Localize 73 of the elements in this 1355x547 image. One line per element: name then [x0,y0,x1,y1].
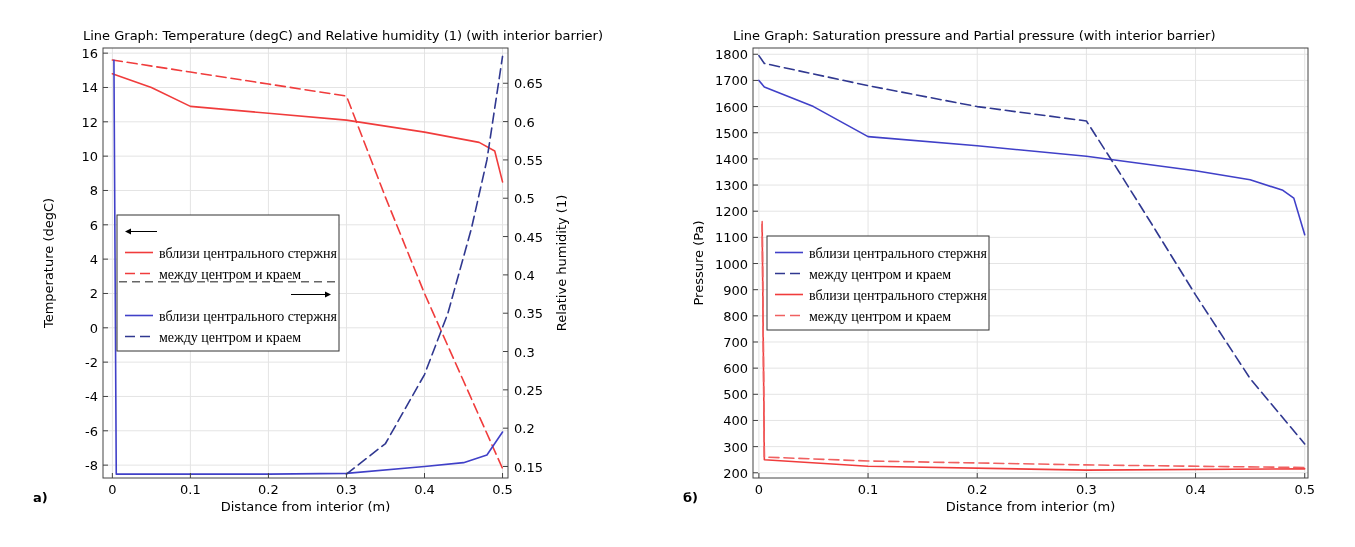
y2-tick-label: 0.4 [514,267,535,283]
y-tick-label: 1500 [714,125,748,141]
y2-tick-label: 0.6 [514,114,535,130]
legend-label: между центром и краем [159,266,302,282]
line-series [345,55,504,475]
legend-label: вблизи центрального стержня [159,245,338,261]
legend-label: между центром и краем [809,266,952,282]
y-tick-label: 400 [723,413,748,429]
x-tick-label: 0.5 [492,482,513,497]
y-tick-label: 1200 [714,204,748,220]
y-tick-label: 1400 [714,151,748,167]
x-tick-label: 0 [108,482,117,497]
chart-title: Line Graph: Temperature (degC) and Relative humidity (1) (with interior barrier) [83,28,604,43]
x-tick-label: 0.3 [336,482,357,497]
y-tick-label: -8 [85,458,98,474]
y-axis-title: Temperature (degC) [41,197,56,330]
y2-tick-label: 0.15 [514,459,543,475]
line-series [758,79,1306,236]
y2-tick-label: 0.5 [514,191,535,207]
y-tick-label: 2 [89,286,98,302]
x-tick-label: 0.3 [1076,482,1097,497]
y-tick-label: 8 [89,183,98,199]
y-tick-label: 1300 [714,178,748,194]
legend-label: между центром и краем [809,308,952,324]
y2-tick-label: 0.25 [514,382,543,398]
y-tick-label: 0 [89,320,98,336]
y-tick-label: 10 [81,149,98,165]
y2-tick-label: 0.55 [514,152,543,168]
y2-tick-label: 0.45 [514,229,543,245]
y-tick-label: 600 [723,361,748,377]
y2-axis-title: Relative humidity (1) [554,194,569,332]
x-tick-label: 0.4 [414,482,435,497]
x-axis-title: Distance from interior (m) [220,499,391,514]
legend-label: между центром и краем [159,329,302,345]
y-tick-label: 1100 [714,230,748,246]
x-tick-label: 0.1 [180,482,201,497]
y-tick-label: -2 [85,355,98,371]
y-tick-label: 700 [723,334,748,350]
y2-tick-label: 0.65 [514,76,543,92]
y-tick-label: 12 [81,114,98,130]
text: a) [33,490,48,505]
x-tick-label: 0.1 [857,482,879,497]
y2-tick-label: 0.2 [514,421,535,437]
y-tick-label: 1800 [714,47,748,63]
text: б) [683,490,699,505]
y-tick-label: 200 [723,465,748,481]
chart-title: Line Graph: Saturation pressure and Partial pressure (with interior barrier) [733,28,1216,43]
y-tick-label: 1700 [714,73,748,89]
y-tick-label: 6 [89,217,98,233]
y-tick-label: -6 [85,423,98,439]
y-tick-label: 16 [81,46,98,62]
x-tick-label: 0.2 [258,482,279,497]
y-tick-label: 500 [723,387,748,403]
y2-tick-label: 0.3 [514,344,535,360]
line-series [758,54,1306,445]
x-tick-label: 0 [754,482,764,497]
y-tick-label: 800 [723,308,748,324]
x-tick-label: 0.5 [1294,482,1316,497]
legend-label: вблизи центрального стержня [159,308,338,324]
y-tick-label: -4 [85,389,98,405]
x-tick-label: 0.2 [966,482,988,497]
y-tick-label: 4 [89,252,98,268]
y2-tick-label: 0.35 [514,306,543,322]
legend-label: вблизи центрального стержня [809,245,988,261]
x-tick-label: 0.4 [1185,482,1206,497]
y-tick-label: 1600 [714,99,748,115]
legend-label: вблизи центрального стержня [809,287,988,303]
y-tick-label: 900 [723,282,748,298]
y-tick-label: 14 [81,80,98,96]
y-tick-label: 1000 [714,256,748,272]
x-axis-title: Distance from interior (m) [945,499,1116,514]
y-axis-title: Pressure (Pa) [691,220,706,306]
y-tick-label: 300 [723,439,748,455]
